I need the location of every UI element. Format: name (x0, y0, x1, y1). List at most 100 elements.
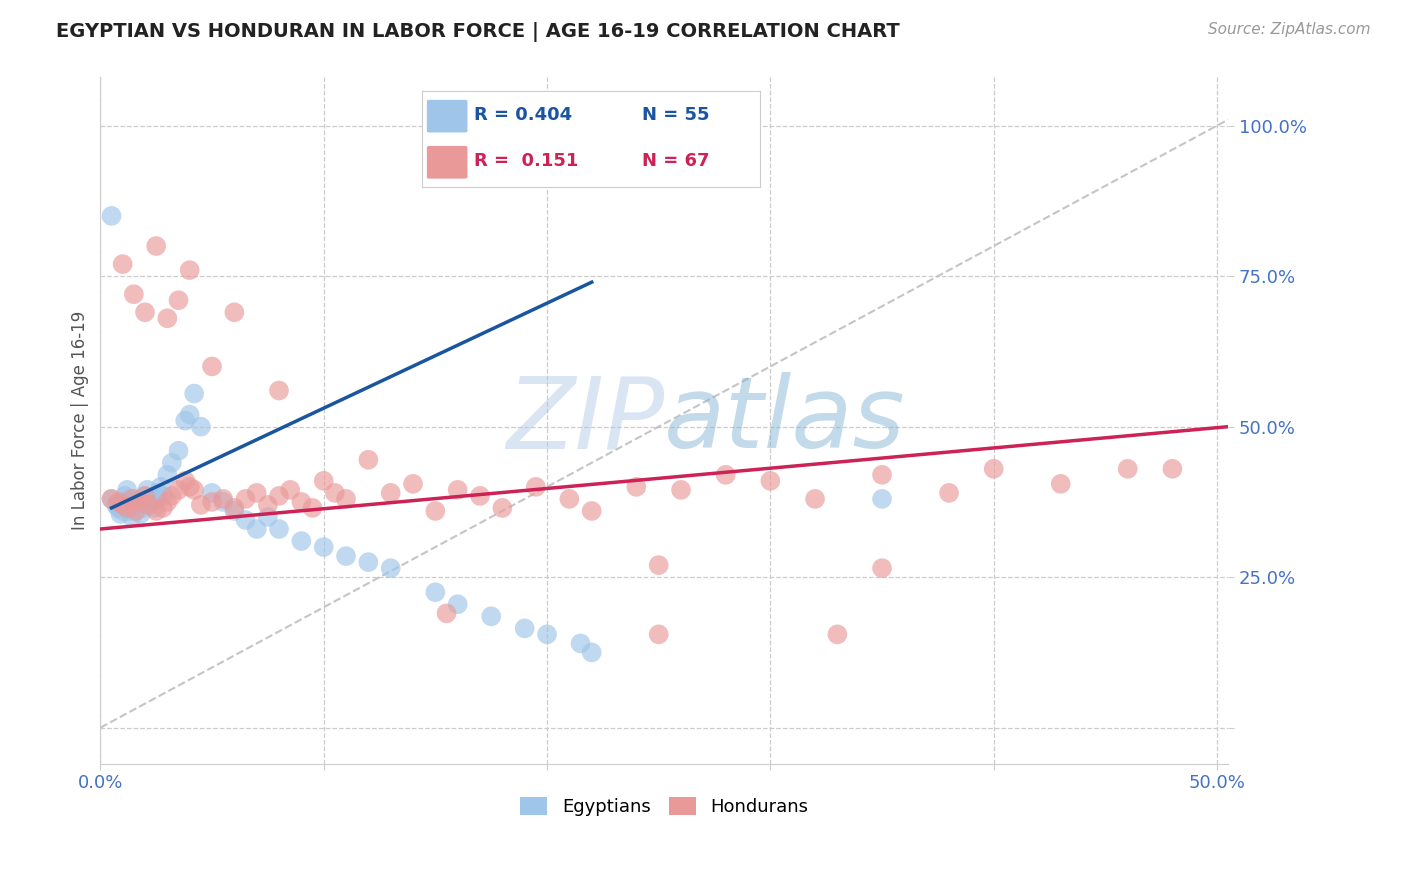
Point (115, 500, 138, 515)
Point (149, 480, 172, 494)
Point (581, 504, 603, 518)
Text: Source: ZipAtlas.com: Source: ZipAtlas.com (1208, 22, 1371, 37)
Point (111, 495, 134, 509)
Point (100, 491, 122, 506)
Point (107, 495, 129, 509)
Point (179, 263, 201, 277)
Point (870, 491, 893, 506)
Point (134, 489, 156, 503)
Point (224, 305, 246, 319)
Point (312, 540, 335, 554)
Point (1049, 476, 1071, 491)
Point (468, 489, 491, 503)
Point (870, 467, 893, 482)
Point (201, 359, 224, 374)
Point (357, 555, 380, 569)
Point (138, 491, 160, 506)
Point (335, 549, 357, 563)
Point (1116, 462, 1139, 476)
Point (107, 500, 129, 515)
Point (115, 483, 138, 497)
Point (201, 495, 224, 509)
Point (129, 495, 152, 509)
Point (524, 480, 547, 494)
Point (235, 513, 257, 527)
Point (278, 483, 301, 497)
Point (129, 507, 152, 521)
Point (267, 384, 290, 398)
Point (804, 491, 827, 506)
Point (201, 486, 224, 500)
Point (115, 498, 138, 512)
Point (513, 621, 536, 635)
Point (122, 287, 145, 301)
Point (104, 498, 127, 512)
Point (121, 491, 143, 506)
Point (141, 495, 163, 509)
Point (122, 491, 145, 506)
Point (145, 491, 167, 506)
Point (118, 504, 141, 518)
Point (491, 500, 513, 515)
Text: atlas: atlas (664, 372, 905, 469)
Point (121, 510, 143, 524)
Point (148, 486, 170, 500)
Point (669, 483, 692, 497)
Point (257, 498, 280, 512)
Point (380, 561, 402, 575)
Point (145, 504, 167, 518)
Point (142, 500, 165, 515)
Point (870, 561, 893, 575)
Point (136, 483, 159, 497)
Point (145, 239, 167, 253)
Point (357, 452, 380, 467)
Point (167, 293, 190, 308)
Point (111, 257, 134, 271)
Point (647, 558, 669, 573)
Point (235, 491, 257, 506)
Point (312, 474, 335, 488)
Point (174, 474, 197, 488)
Point (558, 491, 581, 506)
Point (152, 500, 174, 515)
Point (425, 585, 447, 599)
Point (323, 486, 346, 500)
Point (479, 609, 502, 624)
Point (134, 489, 156, 503)
Point (380, 486, 402, 500)
Point (257, 510, 280, 524)
Point (111, 504, 134, 518)
Point (212, 491, 235, 506)
Point (290, 495, 312, 509)
Point (134, 498, 156, 512)
Point (127, 498, 149, 512)
Point (267, 522, 290, 536)
Point (827, 627, 849, 641)
Point (100, 209, 122, 223)
Point (111, 498, 134, 512)
Point (759, 474, 782, 488)
Point (156, 495, 179, 509)
Point (122, 500, 145, 515)
Point (132, 500, 155, 515)
Y-axis label: In Labor Force | Age 16-19: In Labor Force | Age 16-19 (72, 311, 89, 530)
Point (100, 491, 122, 506)
Point (224, 500, 246, 515)
Point (1161, 462, 1184, 476)
Point (212, 495, 235, 509)
Point (183, 483, 205, 497)
Point (267, 489, 290, 503)
Point (246, 486, 269, 500)
Text: EGYPTIAN VS HONDURAN IN LABOR FORCE | AGE 16-19 CORRELATION CHART: EGYPTIAN VS HONDURAN IN LABOR FORCE | AG… (56, 22, 900, 42)
Point (156, 311, 179, 326)
Point (938, 486, 960, 500)
Point (167, 443, 190, 458)
Point (167, 483, 190, 497)
Point (179, 408, 201, 422)
Point (114, 489, 136, 503)
Point (402, 476, 425, 491)
Point (183, 386, 205, 401)
Point (224, 504, 246, 518)
Point (190, 498, 212, 512)
Point (138, 498, 160, 512)
